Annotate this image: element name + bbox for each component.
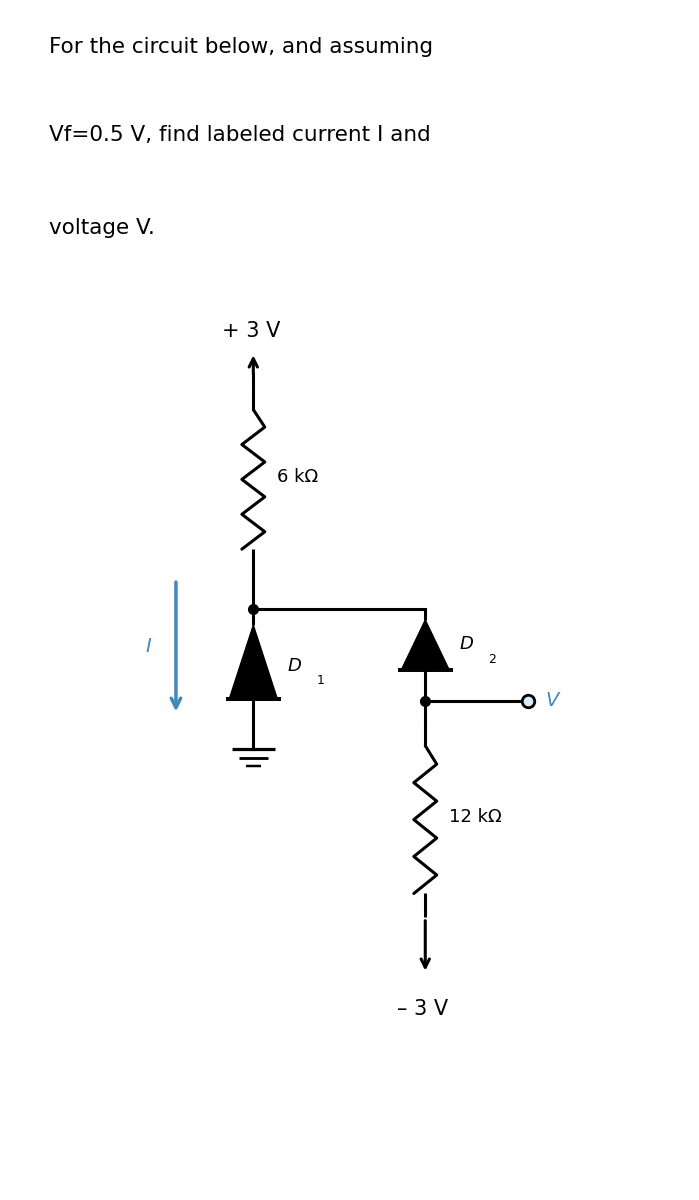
Text: voltage V.: voltage V. <box>49 218 154 239</box>
Text: 12 kΩ: 12 kΩ <box>449 808 502 826</box>
Text: 6 kΩ: 6 kΩ <box>278 468 319 486</box>
Text: D: D <box>460 635 473 653</box>
Text: 1: 1 <box>317 674 324 688</box>
Polygon shape <box>229 625 278 700</box>
Text: D: D <box>288 656 301 674</box>
Text: + 3 V: + 3 V <box>222 320 280 341</box>
Text: V: V <box>546 691 559 710</box>
Text: I: I <box>145 637 151 656</box>
Text: – 3 V: – 3 V <box>396 998 448 1019</box>
Text: Vf=0.5 V, find labeled current I and: Vf=0.5 V, find labeled current I and <box>49 125 431 145</box>
Text: For the circuit below, and assuming: For the circuit below, and assuming <box>49 37 433 58</box>
Text: 2: 2 <box>489 653 496 666</box>
Polygon shape <box>401 620 449 671</box>
